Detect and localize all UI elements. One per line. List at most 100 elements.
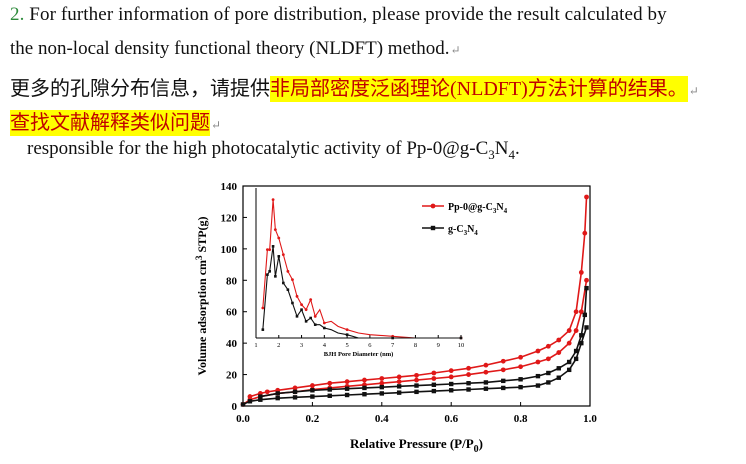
data-point-gc3n4 (327, 393, 332, 398)
inset-point-gc3n4 (304, 320, 308, 323)
data-point-gc3n4 (584, 285, 589, 291)
y-tick-label: 120 (221, 212, 238, 224)
data-point-gc3n4 (579, 340, 584, 346)
inset-x-tick-label: 5 (345, 342, 348, 349)
x-axis-label: Relative Pressure (P/P0) (350, 436, 483, 455)
plot-frame (242, 185, 591, 407)
y-axis-label: Volume adsorption cm3 STP(g) (194, 216, 209, 375)
data-point-gc3n4 (546, 380, 551, 385)
inset-point-gc3n4 (277, 255, 281, 258)
isotherm-chart: 0.0 0.2 0.4 0.6 0.8 1.0 0 20 40 60 80 100 120 140 Rela… (194, 181, 597, 455)
inset-point-gc3n4 (313, 323, 317, 326)
data-point-gc3n4 (584, 325, 589, 330)
x-tick-label: 1.0 (583, 413, 597, 425)
data-point-pp0-gc3n4 (584, 194, 589, 200)
inset-point-pp0-gc3n4 (273, 228, 277, 232)
highlighted-request: 非局部密度泛函理论(NLDFT)方法计算的结果。 (270, 76, 688, 102)
inset-point-pp0-gc3n4 (261, 306, 265, 310)
data-point-pp0-gc3n4 (431, 370, 437, 376)
data-point-gc3n4 (379, 391, 384, 396)
data-point-gc3n4 (327, 387, 332, 392)
x-tick-label: 0.8 (514, 413, 528, 425)
data-point-gc3n4 (258, 394, 263, 399)
data-point-pp0-gc3n4 (310, 383, 315, 388)
data-point-pp0-gc3n4 (396, 374, 402, 380)
x-tick-label: 0.6 (444, 413, 458, 425)
inset-point-gc3n4 (459, 336, 463, 340)
inset-point-pp0-gc3n4 (286, 269, 290, 273)
data-point-pp0-gc3n4 (518, 354, 523, 360)
inset-point-pp0-gc3n4 (345, 328, 349, 332)
inset-x-tick-label: 4 (323, 342, 327, 349)
data-point-gc3n4 (292, 389, 298, 395)
data-point-pp0-gc3n4 (466, 372, 471, 377)
inset-point-gc3n4 (261, 328, 265, 331)
data-point-pp0-gc3n4 (327, 380, 333, 386)
inset-point-gc3n4 (295, 315, 299, 318)
inset-point-pp0-gc3n4 (271, 198, 275, 202)
data-point-pp0-gc3n4 (466, 365, 471, 371)
data-point-gc3n4 (483, 386, 489, 391)
legend-label-gc3n4: g-C3N4 (448, 224, 478, 237)
inset-point-pp0-gc3n4 (322, 321, 326, 325)
inset-point-pp0-gc3n4 (313, 314, 317, 318)
data-point-gc3n4 (449, 381, 454, 387)
inset-point-pp0-gc3n4 (277, 236, 281, 240)
inset-point-pp0-gc3n4 (265, 248, 269, 252)
data-point-gc3n4 (579, 333, 584, 338)
inset-point-gc3n4 (274, 275, 277, 278)
inset-x-axis-label: BJH Pore Diameter (nm) (324, 351, 394, 358)
data-point-gc3n4 (310, 394, 315, 399)
inset-series-line-pp0-gc3n4 (262, 199, 461, 339)
inset-x-tick-label: 8 (414, 342, 417, 349)
paragraph-line-2: the non-local density functional theory … (10, 38, 461, 60)
data-point-pp0-gc3n4 (431, 376, 437, 381)
paragraph-line-3: 更多的孔隙分布信息，请提供非局部密度泛函理论(NLDFT)方法计算的结果。↵ (10, 72, 699, 102)
data-point-gc3n4 (518, 384, 523, 390)
paragraph-mark: ↵ (688, 84, 699, 98)
data-point-gc3n4 (344, 386, 350, 391)
data-point-gc3n4 (258, 397, 263, 402)
data-point-pp0-gc3n4 (573, 309, 579, 315)
inset-point-gc3n4 (291, 301, 294, 305)
inset-x-tick-label: 9 (437, 342, 440, 349)
highlighted-note: 查找文献解释类似问题 (10, 110, 210, 136)
data-point-pp0-gc3n4 (535, 359, 541, 365)
data-point-gc3n4 (518, 377, 523, 382)
inset-series-line-gc3n4 (262, 246, 461, 339)
y-tick-label: 60 (226, 307, 238, 319)
data-point-gc3n4 (275, 395, 280, 401)
inset-point-pp0-gc3n4 (281, 253, 285, 257)
data-point-gc3n4 (582, 312, 587, 318)
x-tick-label: 0.4 (375, 413, 389, 425)
data-point-gc3n4 (362, 392, 367, 397)
line2-text: the non-local density functional theory … (10, 38, 450, 59)
data-point-pp0-gc3n4 (518, 364, 523, 370)
inset-point-gc3n4 (309, 316, 312, 320)
y-tick-label: 20 (226, 370, 238, 382)
data-point-gc3n4 (556, 375, 561, 380)
data-point-gc3n4 (431, 382, 437, 387)
data-point-pp0-gc3n4 (292, 385, 298, 391)
data-point-gc3n4 (344, 392, 350, 398)
data-point-gc3n4 (546, 370, 551, 376)
data-point-pp0-gc3n4 (448, 374, 454, 380)
y-tick-label: 80 (226, 275, 238, 287)
series-line-pp0-gc3n4-desorption (249, 196, 588, 398)
data-point-pp0-gc3n4 (483, 369, 489, 375)
data-point-gc3n4 (414, 383, 419, 388)
data-point-gc3n4 (310, 388, 315, 393)
inset-point-gc3n4 (300, 308, 303, 311)
data-point-pp0-gc3n4 (483, 362, 489, 368)
line5-text-c: . (515, 138, 520, 159)
data-point-pp0-gc3n4 (578, 270, 584, 275)
paragraph-mark: ↵ (450, 43, 461, 57)
data-point-gc3n4 (275, 391, 280, 396)
data-point-pp0-gc3n4 (556, 350, 562, 355)
item-number: 2. (10, 4, 25, 25)
data-point-gc3n4 (466, 387, 471, 392)
data-point-pp0-gc3n4 (344, 379, 350, 385)
x-tick-label: 0.2 (306, 413, 320, 425)
data-point-gc3n4 (535, 373, 541, 379)
inset-x-tick-label: 1 (254, 342, 257, 349)
